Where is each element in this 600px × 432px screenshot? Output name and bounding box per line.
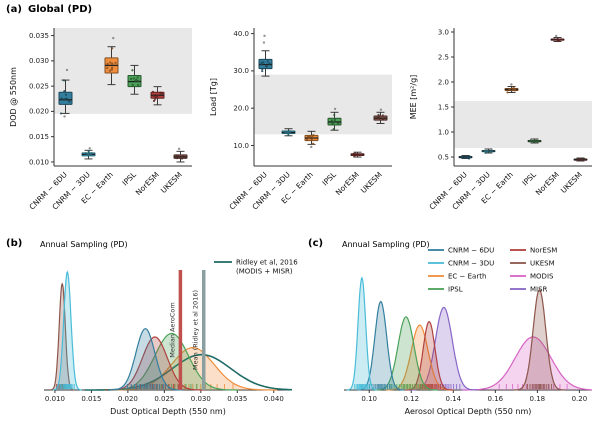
density-curve [104,332,239,391]
legend: Ridley et al, 2016(MODIS + MISR) [214,259,298,276]
svg-text:1.0: 1.0 [438,128,449,136]
panel-c-label: (c) [308,238,324,249]
svg-text:0.025: 0.025 [154,395,174,403]
svg-text:0.5: 0.5 [438,153,449,161]
kde-plot: 0.10 0.12 0.14 0.16 0.18 0.20 Aerosol Optical … [344,276,593,416]
svg-text:0.015: 0.015 [29,133,49,141]
panel-a-title: Global (PD) [28,4,93,15]
svg-text:IPSL: IPSL [448,286,463,294]
svg-text:Ridley et al, 2016: Ridley et al, 2016 [236,259,298,267]
x-category-label: UKESM [359,170,384,195]
svg-text:0.020: 0.020 [118,395,138,403]
x-category-label: NorESM [134,170,161,197]
panel-a-boxplots: 0.035 0.030 0.025 0.020 0.015 0.010 DOD @ 550n… [9,28,592,212]
x-category-label: UKESM [559,170,584,195]
svg-text:0.12: 0.12 [403,395,419,403]
vline-label: Median AeroCom [168,302,176,357]
panel-b-kde-dust-optical-depth: 0.010 0.015 0.020 0.025 0.030 0.035 0.040 Dust … [44,259,298,416]
svg-text:0.030: 0.030 [191,395,211,403]
svg-text:UKESM: UKESM [530,260,555,268]
svg-text:2.0: 2.0 [438,78,449,86]
kde-plot: 0.010 0.015 0.020 0.025 0.030 0.035 0.040 Dust … [44,270,293,416]
x-category-label: IPSL [520,169,538,187]
svg-text:2.5: 2.5 [438,53,449,61]
density-curve [107,327,184,391]
svg-text:0.14: 0.14 [445,395,461,403]
density-curve [461,336,593,391]
svg-text:3.0: 3.0 [438,28,449,36]
x-category-label: NorESM [534,170,561,197]
density-curve [105,336,205,391]
panel-a-label: (a) [6,4,22,15]
panel-b-title: Annual Sampling (PD) [40,240,128,249]
y-axis-label: DOD @ 550nm [9,67,18,127]
svg-text:MODIS: MODIS [530,273,554,281]
reference-band [254,74,392,135]
x-axis-label: Dust Optical Depth (550 nm) [110,407,226,416]
svg-text:0.015: 0.015 [81,395,101,403]
svg-text:1.5: 1.5 [438,103,449,111]
svg-text:MISR: MISR [530,286,548,294]
svg-text:(MODIS + MISR): (MODIS + MISR) [236,268,293,276]
svg-text:0.035: 0.035 [29,32,49,40]
y-axis-label: MEE [m²/g] [409,75,418,120]
svg-text:20.0: 20.0 [233,104,249,112]
svg-text:0.020: 0.020 [29,108,49,116]
svg-text:NorESM: NorESM [530,247,557,255]
x-category-label: IPSL [120,169,138,187]
svg-text:0.040: 0.040 [264,395,284,403]
svg-text:CNRM − 6DU: CNRM − 6DU [448,247,494,255]
svg-text:0.16: 0.16 [488,395,504,403]
density-curve [52,270,83,391]
svg-text:0.030: 0.030 [29,57,49,65]
svg-text:0.035: 0.035 [227,395,247,403]
x-category-label: NorESM [334,170,361,197]
density-curve [346,276,378,391]
density-curve [405,320,453,391]
x-category-label: IPSL [320,169,338,187]
legend: CNRM − 6DU CNRM − 3DU EC − Earth IPSL NorESM… [428,247,557,294]
vline-label: Mean (Ridley et al 2016) [192,290,200,370]
panel-b-label: (b) [6,238,23,249]
svg-text:10.0: 10.0 [233,142,249,150]
svg-text:EC − Earth: EC − Earth [448,273,486,281]
density-curve [514,288,565,391]
svg-text:0.025: 0.025 [29,82,49,90]
svg-text:0.20: 0.20 [572,395,588,403]
svg-text:CNRM − 3DU: CNRM − 3DU [448,260,494,268]
y-axis-label: Load [Tg] [209,78,218,116]
x-axis-label: Aerosol Optical Depth (550 nm) [405,407,532,416]
reference-band [54,28,192,114]
svg-text:0.18: 0.18 [530,395,546,403]
dod-boxplot: 0.035 0.030 0.025 0.020 0.015 0.010 DOD @ 550n… [9,28,192,212]
svg-text:0.10: 0.10 [361,395,377,403]
svg-text:0.010: 0.010 [45,395,65,403]
panel-c-title: Annual Sampling (PD) [342,240,430,249]
x-category-label: UKESM [159,170,184,195]
svg-text:40.0: 40.0 [233,30,249,38]
svg-text:0.010: 0.010 [29,158,49,166]
reference-band [454,101,592,148]
svg-text:30.0: 30.0 [233,67,249,75]
panel-c-kde-aerosol-optical-depth: 0.10 0.12 0.14 0.16 0.18 0.20 Aerosol Optical … [344,247,593,416]
